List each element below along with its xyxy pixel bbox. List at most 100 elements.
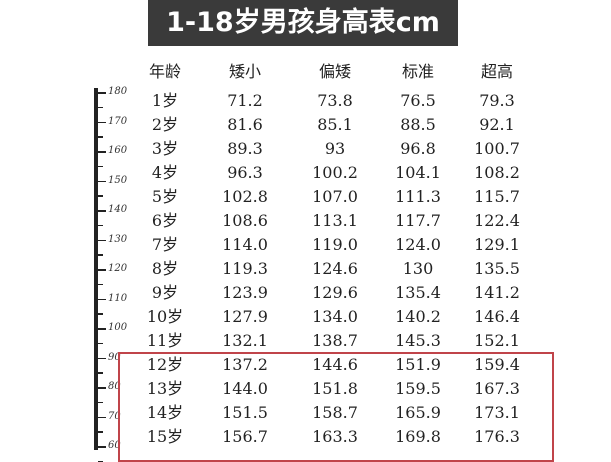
table-cell: 129.6 (312, 283, 358, 302)
ruler-tick (98, 298, 106, 300)
table-cell: 144.0 (222, 379, 268, 398)
table-cell: 102.8 (222, 187, 268, 206)
table-cell: 152.1 (474, 331, 520, 350)
table-cell: 偏矮 (318, 62, 351, 81)
table-cell: 2岁 (151, 115, 179, 134)
table-row: 12岁 137.2 144.6 151.9 159.4 (0, 353, 611, 377)
table-cell: 93 (324, 139, 346, 158)
ruler-tick (98, 387, 106, 389)
table-cell: 4岁 (151, 163, 179, 182)
table-cell: 127.9 (222, 307, 268, 326)
table-cell: 124.6 (312, 259, 358, 278)
table-cell: 145.3 (395, 331, 441, 350)
table-cell: 165.9 (395, 403, 441, 422)
table-cell: 151.8 (312, 379, 358, 398)
table-row: 1岁 71.2 73.8 76.5 79.3 (0, 89, 611, 113)
table-row: 14岁 151.5 158.7 165.9 173.1 (0, 401, 611, 425)
ruler-label: 60 (108, 440, 121, 451)
table-cell: 176.3 (474, 427, 520, 446)
ruler-label: 70 (108, 410, 121, 422)
table-cell: 144.6 (312, 355, 358, 374)
table-cell: 146.4 (474, 307, 520, 326)
ruler-label: 120 (108, 263, 128, 274)
ruler-tick (98, 239, 106, 241)
table-cell: 163.3 (312, 427, 358, 446)
table-cell: 159.4 (474, 355, 520, 374)
ruler-label: 170 (108, 115, 128, 127)
table-row: 8岁 119.3 124.6 130 135.5 (0, 257, 611, 281)
table-row: 5岁 102.8 107.0 111.3 115.7 (0, 185, 611, 209)
height-ruler (94, 88, 98, 450)
table-cell: 123.9 (222, 283, 268, 302)
table-cell: 108.2 (474, 163, 520, 182)
table-row: 11岁 132.1 138.7 145.3 152.1 (0, 329, 611, 353)
table-cell: 14岁 (146, 403, 184, 422)
table-cell: 132.1 (222, 331, 268, 350)
table-cell: 73.8 (317, 91, 353, 110)
ruler-tick (98, 121, 106, 123)
table-cell: 矮小 (228, 62, 261, 81)
table-cell: 92.1 (479, 115, 515, 134)
table-cell: 113.1 (312, 211, 358, 230)
ruler-minor-tick (98, 136, 103, 138)
table-cell: 96.3 (227, 163, 263, 182)
ruler-tick (98, 446, 106, 448)
ruler-minor-tick (98, 106, 103, 109)
ruler-minor-tick (98, 283, 103, 286)
ruler-label: 80 (108, 381, 121, 392)
table-cell: 9岁 (151, 283, 179, 302)
table-cell: 81.6 (227, 115, 263, 134)
table-cell: 89.3 (227, 139, 263, 158)
title-banner: 1-18岁男孩身高表cm (148, 0, 458, 46)
table-cell: 6岁 (151, 211, 179, 230)
table-cell: 138.7 (312, 331, 358, 350)
table-row: 6岁 108.6 113.1 117.7 122.4 (0, 209, 611, 233)
table-cell: 15岁 (146, 427, 184, 446)
table-cell: 156.7 (222, 427, 268, 446)
table-cell: 5岁 (151, 187, 179, 206)
ruler-minor-tick (98, 431, 103, 433)
table-row: 3岁 89.3 93 96.8 100.7 (0, 137, 611, 161)
table-cell: 158.7 (312, 403, 358, 422)
ruler-tick (98, 180, 106, 182)
ruler-tick (98, 151, 106, 153)
table-cell: 137.2 (222, 355, 268, 374)
ruler-tick (98, 357, 106, 359)
ruler-label: 100 (108, 322, 128, 333)
table-cell: 104.1 (395, 163, 441, 182)
ruler-label: 90 (108, 351, 121, 363)
table-cell: 85.1 (317, 115, 353, 134)
table-cell: 135.4 (395, 283, 441, 302)
ruler-label: 150 (108, 174, 128, 186)
table-cell: 134.0 (312, 307, 358, 326)
table-row: 15岁 156.7 163.3 169.8 176.3 (0, 425, 611, 449)
table-cell: 10岁 (146, 307, 184, 326)
table-cell: 151.9 (395, 355, 441, 374)
ruler-minor-tick (98, 313, 103, 315)
table-cell: 96.8 (400, 139, 436, 158)
ruler-tick (98, 328, 106, 330)
table-cell: 年龄 (148, 62, 181, 81)
table-header: 年龄 矮小 偏矮 标准 超高 (0, 60, 611, 84)
ruler-minor-tick (98, 372, 103, 374)
ruler-minor-tick (98, 401, 103, 404)
table-cell: 76.5 (400, 91, 436, 110)
table-cell: 100.2 (312, 163, 358, 182)
table-cell: 8岁 (151, 259, 179, 278)
table-cell: 7岁 (151, 235, 179, 254)
table-row: 7岁 114.0 119.0 124.0 129.1 (0, 233, 611, 257)
ruler-label: 130 (108, 233, 128, 245)
ruler-tick (98, 269, 106, 271)
table-cell: 119.3 (222, 259, 268, 278)
table-cell: 超高 (480, 62, 513, 81)
table-cell: 151.5 (222, 403, 268, 422)
table-cell: 12岁 (146, 355, 184, 374)
table-cell: 115.7 (474, 187, 520, 206)
ruler-minor-tick (98, 342, 103, 345)
table-row: 4岁 96.3 100.2 104.1 108.2 (0, 161, 611, 185)
ruler-label: 160 (108, 145, 128, 156)
ruler-label: 110 (108, 292, 128, 304)
table-cell: 129.1 (474, 235, 520, 254)
table-cell: 107.0 (312, 187, 358, 206)
table-cell: 71.2 (227, 91, 263, 110)
